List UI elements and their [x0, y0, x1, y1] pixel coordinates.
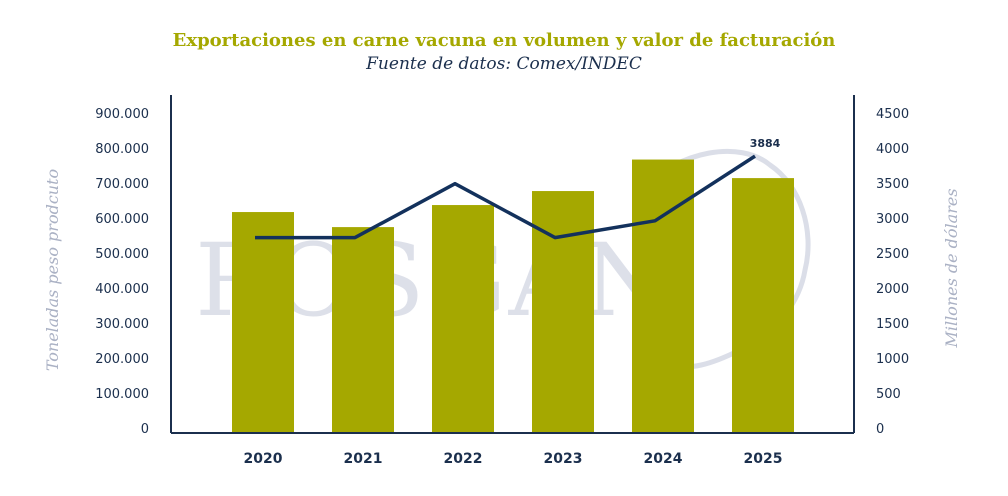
bar-2020: [232, 212, 294, 433]
x-tick-label: 2022: [444, 451, 483, 467]
left-tick-label: 200.000: [95, 352, 149, 367]
bar-2025: [732, 178, 794, 433]
bar-series: [232, 159, 794, 434]
right-tick-label: 1500: [876, 317, 909, 332]
y-axis-title-left: Toneladas peso prodcuto: [43, 169, 62, 371]
right-tick-labels: 0 500 1000 1500 2000 2500 3000 3500 4000 4500: [876, 107, 909, 437]
x-tick-label: 2025: [744, 451, 783, 467]
data-labels: 3884: [750, 137, 781, 150]
right-tick-label: 1000: [876, 352, 909, 367]
left-tick-labels: 0 100.000 200.000 300.000 400.000 500.000 600.…: [95, 107, 149, 437]
x-tick-label: 2024: [644, 451, 683, 467]
bar-2023: [532, 191, 594, 433]
left-tick-label: 0: [141, 422, 149, 437]
left-tick-label: 400.000: [95, 282, 149, 297]
data-label: 3884: [750, 137, 781, 150]
bar-2021: [332, 227, 394, 433]
x-tick-labels: 2020 2021 2022 2023 2024 2025: [244, 451, 783, 467]
left-tick-label: 900.000: [95, 107, 149, 122]
chart-title: Exportaciones en carne vacuna en volumen…: [172, 30, 836, 51]
bar-2024: [632, 159, 694, 434]
line-series: [255, 154, 756, 240]
right-tick-label: 3500: [876, 177, 909, 192]
x-tick-label: 2023: [544, 451, 583, 467]
bar-2022: [432, 205, 494, 433]
left-tick-label: 100.000: [95, 387, 149, 402]
right-tick-label: 500: [876, 387, 901, 402]
chart-subtitle: Fuente de datos: Comex/INDEC: [366, 54, 642, 74]
left-tick-label: 700.000: [95, 177, 149, 192]
right-tick-label: 2500: [876, 247, 909, 262]
left-tick-label: 300.000: [95, 317, 149, 332]
axes: [170, 95, 855, 434]
x-tick-label: 2020: [244, 451, 283, 467]
right-tick-label: 4500: [876, 107, 909, 122]
watermark-bull-icon: [638, 148, 811, 370]
x-tick-label: 2021: [344, 451, 383, 467]
right-tick-label: 0: [876, 422, 884, 437]
y-axis-title-right: Millones de dólares: [942, 188, 961, 348]
right-tick-label: 3000: [876, 212, 909, 227]
right-tick-label: 2000: [876, 282, 909, 297]
left-tick-label: 500.000: [95, 247, 149, 262]
left-tick-label: 600.000: [95, 212, 149, 227]
right-tick-label: 4000: [876, 142, 909, 157]
left-tick-label: 800.000: [95, 142, 149, 157]
